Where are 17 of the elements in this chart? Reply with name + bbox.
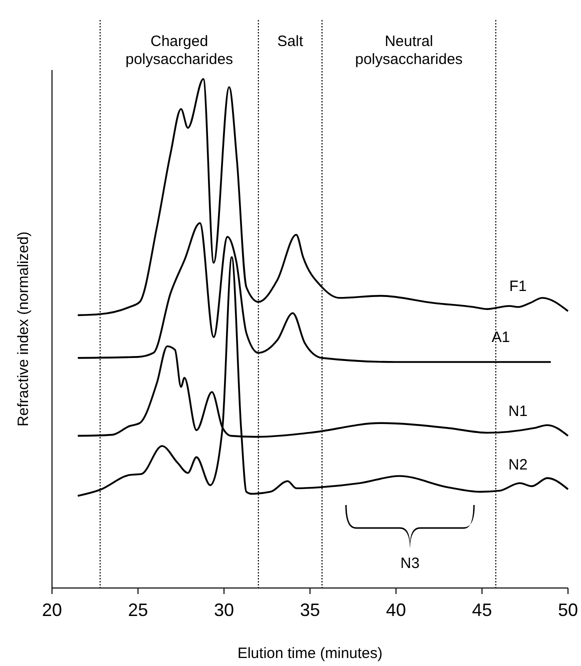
x-tick-label: 20 [42,600,62,620]
text: Charged polysaccharides [126,33,234,68]
x-tick-label: 40 [386,600,406,620]
text: Neutral polysaccharides [355,33,463,68]
x-tick-label: 25 [128,600,148,620]
annotation: N3 [400,555,420,572]
y-axis-title: Refractive index (normalized) [15,231,32,427]
series-label: N2 [508,456,528,474]
series-label: F1 [509,278,527,296]
x-tick-label: 30 [214,600,234,620]
series-label: A1 [492,329,510,346]
x-tick-label: 50 [558,600,578,620]
series-label: N1 [508,402,528,420]
x-tick-label: 35 [300,600,320,620]
text: Salt [277,33,304,50]
x-tick-label: 45 [472,600,492,620]
x-axis-title: Elution time (minutes) [237,645,383,662]
